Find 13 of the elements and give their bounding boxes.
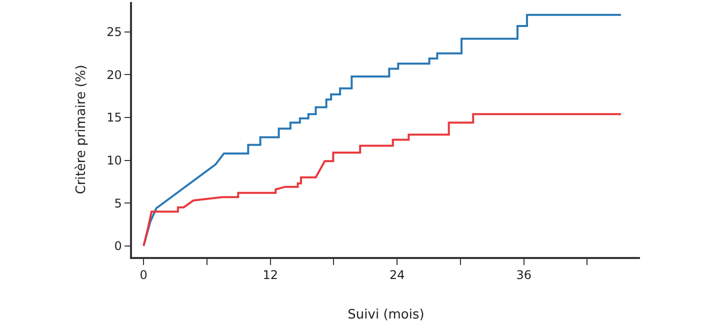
x-tick-label: 12 [262, 268, 278, 282]
y-tick-label: 25 [106, 25, 122, 40]
x-axis-title: Suivi (mois) [348, 307, 424, 322]
y-tick-label: 15 [106, 110, 122, 125]
x-tick-label: 36 [516, 268, 532, 282]
x-tick-label: 0 [140, 268, 148, 282]
line-series [142, 113, 622, 247]
y-tick-label: 10 [106, 154, 122, 168]
y-tick-label: 5 [114, 196, 122, 210]
x-tick-label: 24 [389, 268, 405, 282]
y-tick-label: 20 [106, 68, 122, 82]
y-tick-label: 0 [114, 239, 122, 254]
y-axis-title: Critère primaire (%) [74, 64, 90, 194]
